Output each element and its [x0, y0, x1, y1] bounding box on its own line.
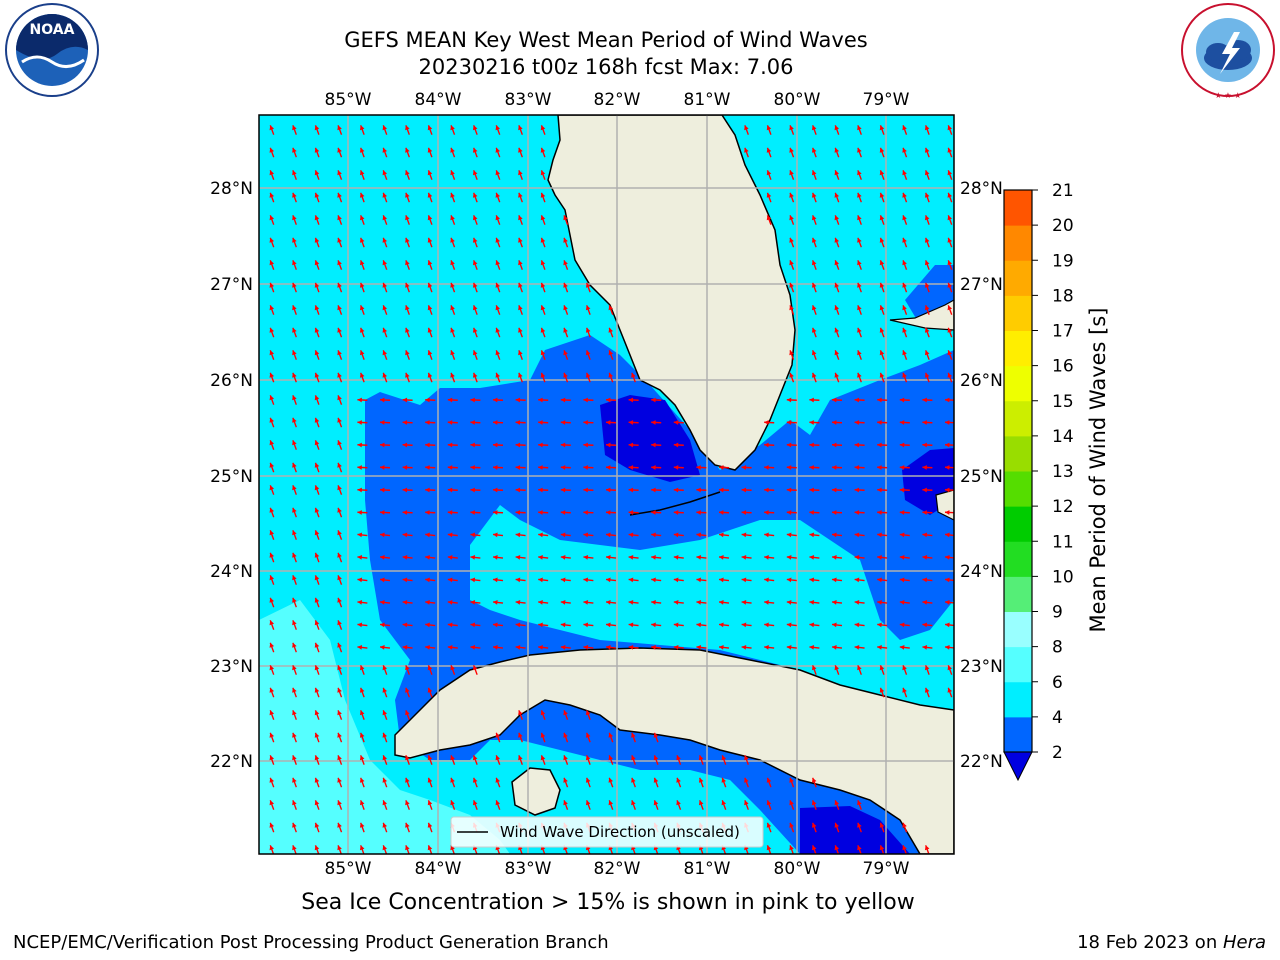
- lon-label-top: 85°W: [325, 90, 372, 110]
- lat-label-right: 25°N: [960, 467, 1003, 487]
- footer-date: 18 Feb 2023 on: [1077, 932, 1223, 953]
- svg-text:★ ★ ★: ★ ★ ★: [1215, 91, 1242, 100]
- colorbar-segment: [1004, 611, 1032, 648]
- lon-label-top: 82°W: [594, 90, 641, 110]
- colorbar-tick: 14: [1052, 427, 1074, 447]
- colorbar-segment: [1004, 435, 1032, 472]
- footer-left: NCEP/EMC/Verification Post Processing Pr…: [13, 932, 609, 953]
- noaa-logo-text: NOAA: [30, 22, 75, 38]
- colorbar-tick: 20: [1052, 216, 1074, 236]
- wave-band-6-8: [259, 600, 510, 854]
- colorbar-tick: 9: [1052, 603, 1063, 623]
- lat-label-left: 28°N: [210, 179, 253, 199]
- lon-label-bottom: 84°W: [415, 859, 462, 879]
- lat-label-right: 27°N: [960, 275, 1003, 295]
- lon-label-bottom: 82°W: [594, 859, 641, 879]
- lat-label-left: 27°N: [210, 275, 253, 295]
- wave-band-below-2: [600, 395, 700, 482]
- chart-title: GEFS MEAN Key West Mean Period of Wind W…: [344, 28, 868, 52]
- colorbar-tick: 4: [1052, 708, 1063, 728]
- colorbar-tick: 21: [1052, 181, 1074, 201]
- lat-label-left: 26°N: [210, 371, 253, 391]
- colorbar-label: Mean Period of Wind Waves [s]: [1086, 308, 1110, 633]
- colorbar: 2 4 6 8 9 10 11 12 13 14 15 16 17 18 19 20 21: [1003, 181, 1074, 782]
- colorbar-tick: 13: [1052, 462, 1074, 482]
- footer-right: 18 Feb 2023 on Hera: [1077, 932, 1266, 953]
- lat-label-left: 24°N: [210, 562, 253, 582]
- colorbar-segment: [1004, 646, 1032, 683]
- colorbar-segment: [1004, 260, 1032, 296]
- legend-label: Wind Wave Direction (unscaled): [500, 823, 740, 841]
- colorbar-extension: [1003, 751, 1033, 782]
- lon-label-top: 84°W: [415, 90, 462, 110]
- lon-label-bottom: 85°W: [325, 859, 372, 879]
- lat-label-left: 22°N: [210, 752, 253, 772]
- colorbar-segment: [1004, 506, 1032, 542]
- map-caption: Sea Ice Concentration > 15% is shown in …: [301, 890, 915, 915]
- isla-land: [511, 767, 561, 816]
- map-legend: Wind Wave Direction (unscaled): [450, 816, 764, 848]
- lon-label-top: 80°W: [774, 90, 821, 110]
- colorbar-segment: [1004, 681, 1032, 718]
- colorbar-tick: 19: [1052, 251, 1074, 271]
- colorbar-tick: 11: [1052, 532, 1074, 552]
- colorbar-tick: 2: [1052, 743, 1063, 763]
- colorbar-tick: 8: [1052, 638, 1063, 658]
- footer-host: Hera: [1222, 932, 1266, 953]
- lat-label-right: 23°N: [960, 657, 1003, 677]
- colorbar-tick: 15: [1052, 392, 1074, 412]
- lon-label-bottom: 80°W: [774, 859, 821, 879]
- lon-label-bottom: 79°W: [863, 859, 910, 879]
- lon-label-bottom: 83°W: [505, 859, 552, 879]
- nws-logo: ★ ★ ★: [1178, 2, 1278, 102]
- florida-land: [547, 115, 796, 471]
- lon-label-top: 79°W: [863, 90, 910, 110]
- colorbar-segment: [1004, 225, 1032, 261]
- colorbar-tick: 18: [1052, 286, 1074, 306]
- colorbar-segment: [1004, 330, 1032, 367]
- colorbar-tick: 12: [1052, 497, 1074, 517]
- lat-label-right: 28°N: [960, 179, 1003, 199]
- lat-label-left: 25°N: [210, 467, 253, 487]
- colorbar-segment: [1004, 541, 1032, 577]
- colorbar-segment: [1004, 716, 1032, 753]
- lat-label-right: 22°N: [960, 752, 1003, 772]
- colorbar-segment: [1004, 576, 1032, 612]
- chart-subtitle: 20230216 t00z 168h fcst Max: 7.06: [418, 55, 794, 79]
- colorbar-tick: 17: [1052, 322, 1074, 342]
- wave-band-below-2-south: [800, 806, 910, 854]
- colorbar-segment: [1004, 400, 1032, 437]
- colorbar-segment: [1004, 190, 1032, 226]
- lat-label-left: 23°N: [210, 657, 253, 677]
- colorbar-tick: 10: [1052, 567, 1074, 587]
- lon-label-top: 83°W: [505, 90, 552, 110]
- colorbar-segment: [1004, 471, 1032, 507]
- lat-label-right: 24°N: [960, 562, 1003, 582]
- lon-label-bottom: 81°W: [684, 859, 731, 879]
- lon-label-top: 81°W: [684, 90, 731, 110]
- lat-label-right: 26°N: [960, 371, 1003, 391]
- noaa-logo: NOAA: [2, 2, 102, 102]
- cuba-land: [394, 647, 954, 854]
- colorbar-tick: 6: [1052, 673, 1063, 693]
- colorbar-tick: 16: [1052, 357, 1074, 377]
- colorbar-segment: [1004, 295, 1032, 331]
- map-frame: [258, 114, 955, 855]
- colorbar-segment: [1004, 365, 1032, 402]
